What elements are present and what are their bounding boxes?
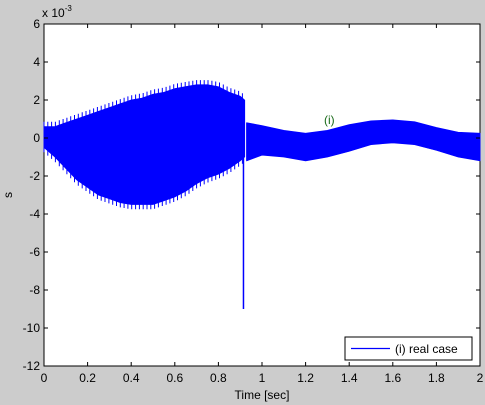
y-axis-label: s — [1, 192, 15, 198]
y-tick-label: -2 — [29, 169, 40, 183]
x-tick-label: 1.6 — [384, 371, 401, 385]
y-tick-label: -6 — [29, 245, 40, 259]
series-oscillation-after-fault — [246, 120, 481, 161]
x-tick-label: 2 — [477, 371, 484, 385]
series-layer — [43, 80, 481, 309]
series-oscillation-before-fault — [43, 80, 246, 210]
y-scale-factor-exponent: -3 — [65, 4, 73, 13]
y-tick-label: -10 — [23, 321, 41, 335]
y-tick-label: 4 — [33, 55, 40, 69]
x-tick-label: 1.8 — [428, 371, 445, 385]
x-tick-label: 1 — [259, 371, 266, 385]
legend: (i) real case — [344, 336, 473, 361]
x-tick-label: 1.2 — [297, 371, 314, 385]
ticks-layer: 0 0.2 0.4 0.6 0.8 1 1.2 1.4 1.6 1.8 2 6 4 2 0 -2 -4 -6 -8 -… — [23, 17, 484, 385]
x-axis-label: Time [sec] — [235, 388, 290, 402]
x-tick-label: 0.6 — [166, 371, 183, 385]
x-tick-label: 1.4 — [341, 371, 358, 385]
y-scale-factor: x 10-3 — [42, 4, 72, 20]
x-tick-label: 0.4 — [123, 371, 140, 385]
legend-label: (i) real case — [395, 342, 458, 356]
y-tick-label: 0 — [33, 131, 40, 145]
y-tick-label: -4 — [29, 207, 40, 221]
y-tick-label: 2 — [33, 93, 40, 107]
series-annotation: (i) — [324, 113, 335, 127]
x-tick-label: 0.2 — [79, 371, 96, 385]
x-tick-label: 0.8 — [210, 371, 227, 385]
y-tick-label: -12 — [23, 359, 41, 373]
legend-box — [344, 336, 473, 361]
x-tick-label: 0 — [41, 371, 48, 385]
y-scale-factor-base: x 10 — [42, 6, 65, 20]
y-tick-label: 6 — [33, 17, 40, 31]
y-tick-label: -8 — [29, 283, 40, 297]
